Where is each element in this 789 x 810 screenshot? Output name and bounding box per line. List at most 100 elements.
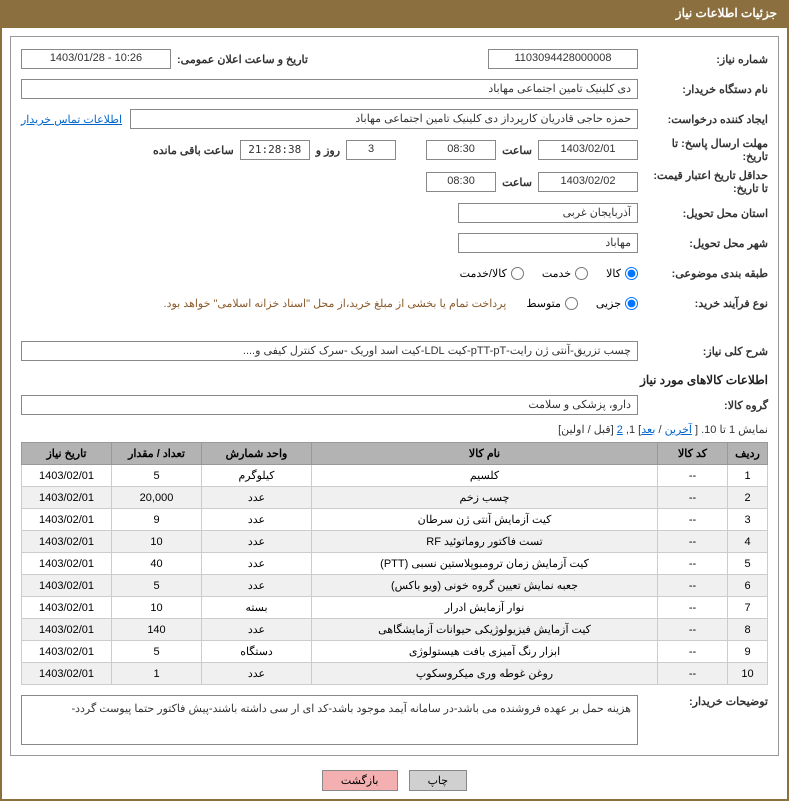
- validity-label: حداقل تاریخ اعتبار قیمت: تا تاریخ:: [638, 169, 768, 195]
- nav-end: [قبل / اولین]: [558, 424, 617, 436]
- group-field: دارو، پزشکی و سلامت: [21, 395, 638, 415]
- cell-n: 9: [728, 641, 768, 663]
- time-label-1: ساعت: [496, 144, 538, 157]
- cell-date: 1403/02/01: [22, 663, 112, 685]
- cell-code: --: [658, 597, 728, 619]
- cell-qty: 10: [112, 597, 202, 619]
- cat-service-label: خدمت: [542, 267, 571, 280]
- cell-date: 1403/02/01: [22, 553, 112, 575]
- province-label: استان محل تحویل:: [638, 207, 768, 220]
- cell-qty: 5: [112, 641, 202, 663]
- overall-label: شرح کلی نیاز:: [638, 345, 768, 358]
- cell-date: 1403/02/01: [22, 487, 112, 509]
- nav-sep: /: [655, 424, 664, 436]
- nav-next-link[interactable]: بعد: [641, 424, 655, 436]
- buyer-org-field: دی کلینیک تامین اجتماعی مهاباد: [21, 79, 638, 99]
- goods-table: ردیف کد کالا نام کالا واحد شمارش تعداد /…: [21, 442, 768, 685]
- cell-unit: بسته: [202, 597, 312, 619]
- back-button[interactable]: بازگشت: [322, 770, 398, 791]
- cell-qty: 140: [112, 619, 202, 641]
- cell-n: 5: [728, 553, 768, 575]
- category-radio-group: کالا خدمت کالا/خدمت: [460, 267, 638, 280]
- cell-n: 4: [728, 531, 768, 553]
- cell-code: --: [658, 509, 728, 531]
- cell-name: کیت آزمایش فیزیولوژیکی حیوانات آزمایشگاه…: [312, 619, 658, 641]
- cell-unit: عدد: [202, 487, 312, 509]
- city-field: مهاباد: [458, 233, 638, 253]
- remaining-label: ساعت باقی مانده: [147, 144, 240, 157]
- days-and: روز و: [310, 144, 346, 157]
- cell-unit: عدد: [202, 553, 312, 575]
- cell-qty: 10: [112, 531, 202, 553]
- cell-code: --: [658, 465, 728, 487]
- process-radio-group: جزیی متوسط: [526, 297, 638, 310]
- process-label: نوع فرآیند خرید:: [638, 297, 768, 310]
- print-button[interactable]: چاپ: [409, 770, 468, 791]
- cell-qty: 20,000: [112, 487, 202, 509]
- cell-date: 1403/02/01: [22, 641, 112, 663]
- table-row: 8--کیت آزمایش فیزیولوژیکی حیوانات آزمایش…: [22, 619, 768, 641]
- cat-goods-label: کالا: [606, 267, 621, 280]
- overall-desc: چسب تزریق-آنتی ژن رایت-pTT-pT-کیت LDL-کی…: [21, 341, 638, 361]
- announce-field: 1403/01/28 - 10:26: [21, 49, 171, 69]
- requester-label: ایجاد کننده درخواست:: [638, 113, 768, 126]
- cell-qty: 5: [112, 575, 202, 597]
- table-row: 5--کیت آزمایش زمان ترومبوپلاستین نسبی (P…: [22, 553, 768, 575]
- cat-goods-radio[interactable]: کالا: [606, 267, 638, 280]
- cell-code: --: [658, 619, 728, 641]
- cell-unit: عدد: [202, 663, 312, 685]
- cell-date: 1403/02/01: [22, 597, 112, 619]
- validity-date: 1403/02/02: [538, 172, 638, 192]
- cell-name: ابزار رنگ آمیزی بافت هیستولوژی: [312, 641, 658, 663]
- cat-both-radio[interactable]: کالا/خدمت: [460, 267, 524, 280]
- cell-name: کیت آزمایش زمان ترومبوپلاستین نسبی (PTT): [312, 553, 658, 575]
- cell-qty: 40: [112, 553, 202, 575]
- cell-unit: عدد: [202, 575, 312, 597]
- proc-minor-radio[interactable]: جزیی: [596, 297, 638, 310]
- validity-time: 08:30: [426, 172, 496, 192]
- cat-service-radio[interactable]: خدمت: [542, 267, 588, 280]
- cell-code: --: [658, 641, 728, 663]
- cell-code: --: [658, 663, 728, 685]
- cell-name: نوار آزمایش ادرار: [312, 597, 658, 619]
- table-row: 10--روغن غوطه وری میکروسکوپعدد11403/02/0…: [22, 663, 768, 685]
- cell-n: 10: [728, 663, 768, 685]
- table-row: 6--جعبه نمایش تعیین گروه خونی (ویو باکس)…: [22, 575, 768, 597]
- cell-unit: دستگاه: [202, 641, 312, 663]
- cell-name: چسب زخم: [312, 487, 658, 509]
- cell-name: کلسیم: [312, 465, 658, 487]
- cell-n: 2: [728, 487, 768, 509]
- cell-name: جعبه نمایش تعیین گروه خونی (ویو باکس): [312, 575, 658, 597]
- table-row: 9--ابزار رنگ آمیزی بافت هیستولوژیدستگاه5…: [22, 641, 768, 663]
- proc-medium-radio[interactable]: متوسط: [526, 297, 578, 310]
- table-row: 4--تست فاکتور روماتوئید RFعدد101403/02/0…: [22, 531, 768, 553]
- cell-qty: 5: [112, 465, 202, 487]
- cell-name: روغن غوطه وری میکروسکوپ: [312, 663, 658, 685]
- cell-name: تست فاکتور روماتوئید RF: [312, 531, 658, 553]
- cell-unit: عدد: [202, 619, 312, 641]
- city-label: شهر محل تحویل:: [638, 237, 768, 250]
- contact-link[interactable]: اطلاعات تماس خریدار: [21, 113, 130, 126]
- need-no-field: 1103094428000008: [488, 49, 638, 69]
- cell-date: 1403/02/01: [22, 531, 112, 553]
- th-qty: تعداد / مقدار: [112, 443, 202, 465]
- nav-showing: نمایش 1 تا 10. [: [692, 424, 768, 436]
- page-title: جزئیات اطلاعات نیاز: [0, 0, 789, 26]
- announce-label: تاریخ و ساعت اعلان عمومی:: [171, 53, 314, 66]
- nav-last-link[interactable]: آخرین: [665, 424, 692, 436]
- time-label-2: ساعت: [496, 176, 538, 189]
- group-label: گروه کالا:: [638, 399, 768, 412]
- cell-unit: عدد: [202, 509, 312, 531]
- goods-section-title: اطلاعات کالاهای مورد نیاز: [21, 373, 768, 387]
- table-row: 1--کلسیمکیلوگرم51403/02/01: [22, 465, 768, 487]
- nav-mid: ] 1,: [623, 424, 641, 436]
- th-unit: واحد شمارش: [202, 443, 312, 465]
- cell-qty: 9: [112, 509, 202, 531]
- table-row: 2--چسب زخمعدد20,0001403/02/01: [22, 487, 768, 509]
- category-label: طبقه بندی موضوعی:: [638, 267, 768, 280]
- buyer-desc-label: توضیحات خریدار:: [638, 695, 768, 708]
- table-row: 3--کیت آزمایش آنتی ژن سرطانعدد91403/02/0…: [22, 509, 768, 531]
- deadline-time: 08:30: [426, 140, 496, 160]
- cell-date: 1403/02/01: [22, 575, 112, 597]
- payment-note: پرداخت تمام یا بخشی از مبلغ خرید،از محل …: [164, 297, 527, 310]
